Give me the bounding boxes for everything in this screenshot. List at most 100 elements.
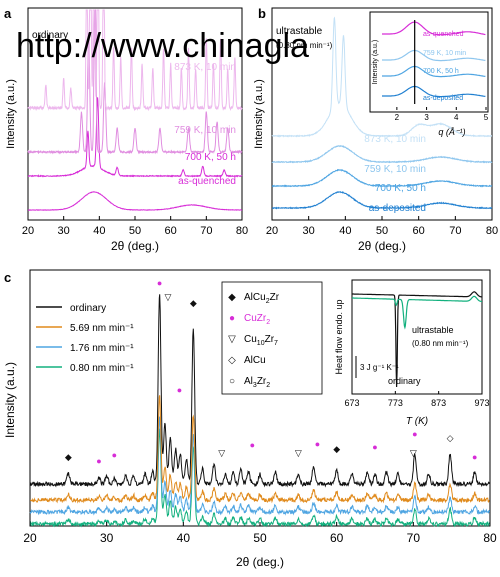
phase-legend-symbol: ▽: [228, 334, 236, 345]
series-line-700-k-50-h: [27, 97, 243, 178]
panel-a-series-label: as-quenched: [178, 176, 236, 187]
phase-marker: ▽: [218, 448, 225, 458]
phase-legend-symbol: ●: [229, 313, 235, 324]
phase-marker: ▽: [410, 448, 417, 458]
phase-marker: ▽: [165, 292, 172, 302]
inset-series-line: [382, 49, 486, 62]
x-tick-label: 40: [339, 225, 351, 237]
panel-b-inset-xlabel: q (Å⁻¹): [438, 127, 465, 137]
x-tick-label: 60: [330, 531, 344, 545]
series-line-as-quenched: [28, 191, 243, 211]
phase-marker: ●: [96, 456, 101, 466]
panel-c-inset-label: ordinary: [388, 376, 421, 386]
phase-marker: ●: [250, 440, 255, 450]
panel-c-letter: c: [4, 270, 11, 285]
legend-label: 1.76 nm min⁻¹: [70, 343, 134, 354]
dsc-line-ordinary: [352, 291, 482, 388]
panel-b-letter: b: [258, 6, 266, 21]
panel-a-annotation-ordinary: ordinary: [32, 30, 68, 41]
panel-c-series-legend: ordinary 5.69 nm min⁻¹ 1.76 nm min⁻¹ 0.8…: [36, 303, 134, 374]
panel-b-series-label: as-deposited: [369, 203, 426, 214]
x-tick-label: 60: [413, 225, 425, 237]
panel-c-xticks: 20 30 40 50 60 70 80: [23, 522, 497, 545]
legend-label: 0.80 nm min⁻¹: [70, 363, 134, 374]
panel-c-inset-curves: [352, 291, 482, 388]
phase-legend-label: CuZr2: [244, 313, 270, 326]
panel-c-inset-label: ultrastable: [412, 325, 454, 335]
panel-b-inset-xticks: 2 3 4 5: [395, 107, 489, 122]
phase-marker: ◆: [190, 298, 197, 308]
phase-legend-symbol: ○: [229, 376, 235, 387]
panel-b-annotation-ultrastable: ultrastable: [276, 26, 323, 37]
panel-c-inset-xlabel: T (K): [406, 416, 428, 427]
phase-marker: ◆: [65, 452, 72, 462]
series-line-3: [29, 428, 490, 528]
phase-marker: ◆: [333, 444, 340, 454]
x-tick-label: 50: [253, 531, 267, 545]
panel-b-inset-series-label: 759 K, 10 min: [423, 50, 466, 57]
panel-b-inset-ylabel: Intensity (a.u.): [372, 40, 379, 84]
panel-c-phase-legend: ◆ AlCu2Zr ● CuZr2 ▽ Cu10Zr7 ◇ AlCu ○ Al3Zr2: [221, 281, 323, 395]
phase-marker: ●: [112, 450, 117, 460]
x-tick-label: 80: [486, 225, 498, 237]
series-line-873-k-10-min: [27, 9, 243, 112]
series-line-2: [29, 416, 490, 516]
panel-c-curves: [29, 294, 490, 528]
phase-marker: ▽: [295, 448, 302, 458]
series-line-873-k-10-min: [271, 16, 493, 138]
inset-x-tick-label: 973: [474, 398, 489, 408]
x-tick-label: 40: [93, 225, 105, 237]
panel-a-ylabel: Intensity (a.u.): [5, 79, 17, 149]
panel-c-inset-ylabel: Heat flow endo. up: [334, 299, 344, 374]
x-tick-label: 70: [407, 531, 421, 545]
x-tick-label: 50: [129, 225, 141, 237]
phase-marker: ●: [177, 385, 182, 395]
phase-legend-label: Cu10Zr7: [244, 334, 278, 347]
phase-legend-label: AlCu: [244, 355, 266, 366]
x-tick-label: 20: [266, 225, 278, 237]
phase-legend-box: [221, 281, 323, 395]
x-tick-label: 60: [165, 225, 177, 237]
panel-b-inset-curves: [382, 21, 486, 98]
panel-b-inset: 2 3 4 5 q (Å⁻¹) Intensity (a.u.) as-quenche…: [369, 11, 489, 137]
panel-a-series-label: 873 K, 10 min: [174, 62, 236, 73]
panel-a-series-label: 700 K, 50 h: [185, 152, 236, 163]
phase-marker: ●: [412, 429, 417, 439]
panel-c-inset: 673 773 873 973 T (K) Heat flow endo. up 3 …: [334, 279, 490, 427]
series-line-759-k-10-min: [271, 145, 493, 164]
legend-label: 5.69 nm min⁻¹: [70, 323, 134, 334]
inset-x-tick-label: 773: [388, 398, 403, 408]
panel-b-inset-series-label: as-deposited: [423, 95, 463, 102]
panel-b: b 20 30 40 50 60 70 80 2θ (deg.) Intensity (a.…: [253, 6, 498, 253]
inset-x-tick-label: 5: [484, 113, 489, 122]
panel-b-series-label: 700 K, 50 h: [375, 183, 426, 194]
x-tick-label: 30: [303, 225, 315, 237]
panel-a: a 20 30 40 50 60 70 80 2θ (deg.) Intensity (a.…: [4, 6, 248, 253]
panel-c-phase-markers: ◆ ●●●▽●◆▽●▽● ◆ ●▽● ◇●: [65, 278, 478, 466]
panel-a-xticks: 20 30 40 50 60 70 80: [22, 216, 248, 237]
panel-b-series-label: 759 K, 10 min: [364, 164, 426, 175]
inset-x-tick-label: 873: [431, 398, 446, 408]
inset-x-tick-label: 4: [454, 113, 459, 122]
panel-a-letter: a: [4, 6, 12, 21]
inset-series-line: [382, 65, 486, 78]
x-tick-label: 70: [449, 225, 461, 237]
x-tick-label: 30: [100, 531, 114, 545]
dsc-line-ultrastable: [352, 295, 482, 330]
x-tick-label: 80: [236, 225, 248, 237]
phase-marker: ●: [315, 439, 320, 449]
series-line-as-deposited: [272, 190, 493, 210]
phase-legend-label: AlCu2Zr: [244, 292, 280, 305]
panel-c: c ◆ ●●●▽●◆▽●▽● ◆ ●▽● ◇● 20 30 40 50 60 70 80 2θ (d…: [3, 269, 497, 569]
panel-c-inset-xticks: 673 773 873 973: [344, 391, 490, 408]
phase-marker: ◇: [447, 433, 454, 443]
x-tick-label: 50: [376, 225, 388, 237]
x-tick-label: 80: [483, 531, 497, 545]
panel-b-inset-series-label: as-quenched: [423, 31, 464, 38]
phase-marker: ●: [372, 442, 377, 452]
inset-x-tick-label: 673: [344, 398, 359, 408]
x-tick-label: 30: [58, 225, 70, 237]
panel-c-ylabel: Intensity (a.u.): [3, 362, 17, 438]
panel-b-inset-frame: [369, 11, 489, 113]
inset-x-tick-label: 3: [424, 113, 429, 122]
